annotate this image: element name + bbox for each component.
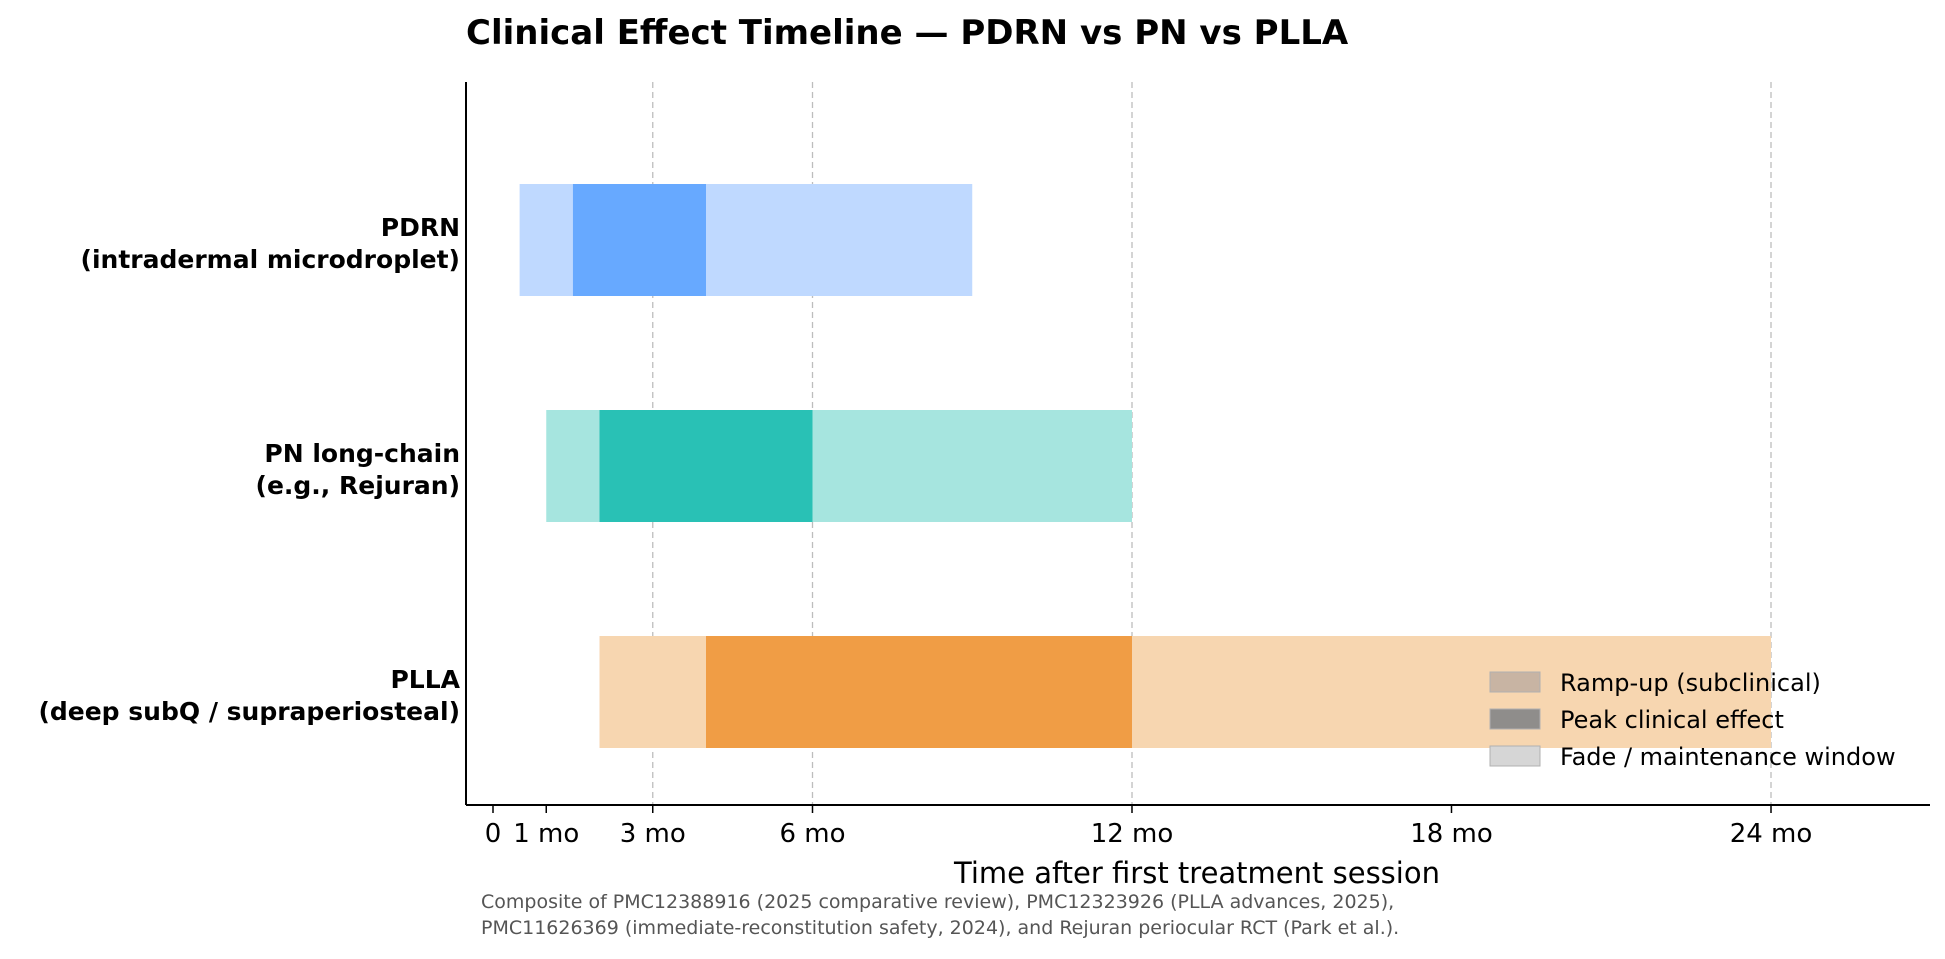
footnote-line-1: Composite of PMC12388916 (2025 comparati… xyxy=(481,891,1394,913)
bar-pdrn-ramp xyxy=(519,184,573,296)
category-label-2-subtitle: (deep subQ / supraperiosteal) xyxy=(38,697,460,726)
footnote-line-2: PMC11626369 (immediate-reconstitution sa… xyxy=(481,917,1399,939)
x-tick-label-6: 6 mo xyxy=(779,819,845,849)
bars-group xyxy=(519,184,1771,748)
bar-pdrn-fade xyxy=(706,184,973,296)
bar-plla-ramp xyxy=(599,636,706,748)
category-label-2-name: PLLA xyxy=(390,665,460,694)
chart-title: Clinical Effect Timeline — PDRN vs PN vs… xyxy=(466,13,1349,53)
axes xyxy=(465,82,1930,806)
legend-label-1: Peak clinical effect xyxy=(1560,706,1784,734)
category-labels: PDRN (intradermal microdroplet) PN long-ch… xyxy=(38,213,460,726)
category-label-1-subtitle: (e.g., Rejuran) xyxy=(256,471,460,500)
x-ticks: 0 1 mo 3 mo 6 mo 12 mo 18 mo 24 mo xyxy=(485,805,1813,849)
legend: Ramp-up (subclinical) Peak clinical effec… xyxy=(1489,669,1896,771)
bar-plla-peak xyxy=(706,636,1132,748)
legend-swatch-2 xyxy=(1489,745,1541,767)
x-tick-label-12: 12 mo xyxy=(1091,819,1174,849)
bar-pn-peak xyxy=(599,410,813,522)
x-axis-title: Time after first treatment session xyxy=(953,856,1440,890)
category-label-0-subtitle: (intradermal microdroplet) xyxy=(81,245,460,274)
bar-pdrn-peak xyxy=(572,184,706,296)
legend-swatch-0 xyxy=(1489,671,1541,693)
legend-label-0: Ramp-up (subclinical) xyxy=(1560,669,1821,697)
x-tick-label-1: 1 mo xyxy=(513,819,579,849)
bar-pn-fade xyxy=(812,410,1132,522)
legend-label-2: Fade / maintenance window xyxy=(1560,743,1896,771)
x-tick-label-3: 3 mo xyxy=(620,819,686,849)
category-label-1-name: PN long-chain xyxy=(264,439,460,468)
x-tick-label-0: 0 xyxy=(485,819,502,849)
x-tick-label-18: 18 mo xyxy=(1410,819,1493,849)
bar-plla-fade xyxy=(1132,636,1771,748)
legend-swatch-1 xyxy=(1489,708,1541,730)
bar-pn-ramp xyxy=(546,410,600,522)
x-tick-label-24: 24 mo xyxy=(1730,819,1813,849)
category-label-0-name: PDRN xyxy=(381,213,460,242)
